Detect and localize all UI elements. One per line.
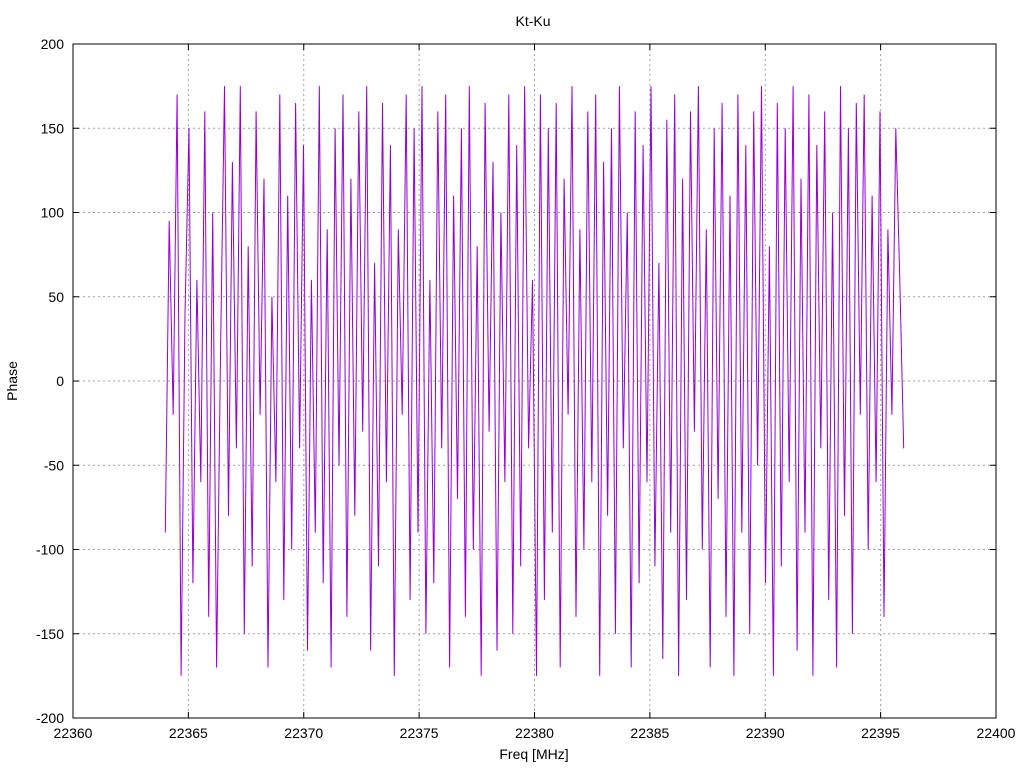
chart-title: Kt-Ku (515, 13, 550, 29)
x-axis-label: Freq [MHz] (499, 746, 568, 762)
x-tick-label: 22395 (861, 725, 900, 741)
x-tick-label: 22370 (284, 725, 323, 741)
phase-series-line (164, 86, 905, 676)
x-tick-label: 22375 (400, 725, 439, 741)
x-tick-label: 22390 (746, 725, 785, 741)
y-tick-label: 200 (41, 36, 65, 52)
y-tick-labels: -200 -150 -100 -50 0 50 100 150 200 (36, 36, 64, 726)
x-tick-label: 22365 (169, 725, 208, 741)
x-tick-labels: 22360 22365 22370 22375 22380 22385 22390 22395… (54, 725, 1016, 741)
y-tick-label: -50 (44, 457, 64, 473)
y-tick-label: -200 (36, 710, 64, 726)
x-tick-label: 22400 (977, 725, 1016, 741)
y-tick-label: -150 (36, 626, 64, 642)
y-tick-label: 50 (48, 289, 64, 305)
x-tick-label: 22360 (54, 725, 93, 741)
y-tick-label: 150 (41, 120, 65, 136)
x-tick-label: 22380 (515, 725, 554, 741)
y-tick-label: 0 (56, 373, 64, 389)
y-tick-label: 100 (41, 205, 65, 221)
axis-ticks (72, 43, 997, 719)
y-tick-label: -100 (36, 542, 64, 558)
y-axis-label: Phase (4, 361, 20, 401)
x-tick-label: 22385 (630, 725, 669, 741)
series-traces (164, 86, 905, 676)
